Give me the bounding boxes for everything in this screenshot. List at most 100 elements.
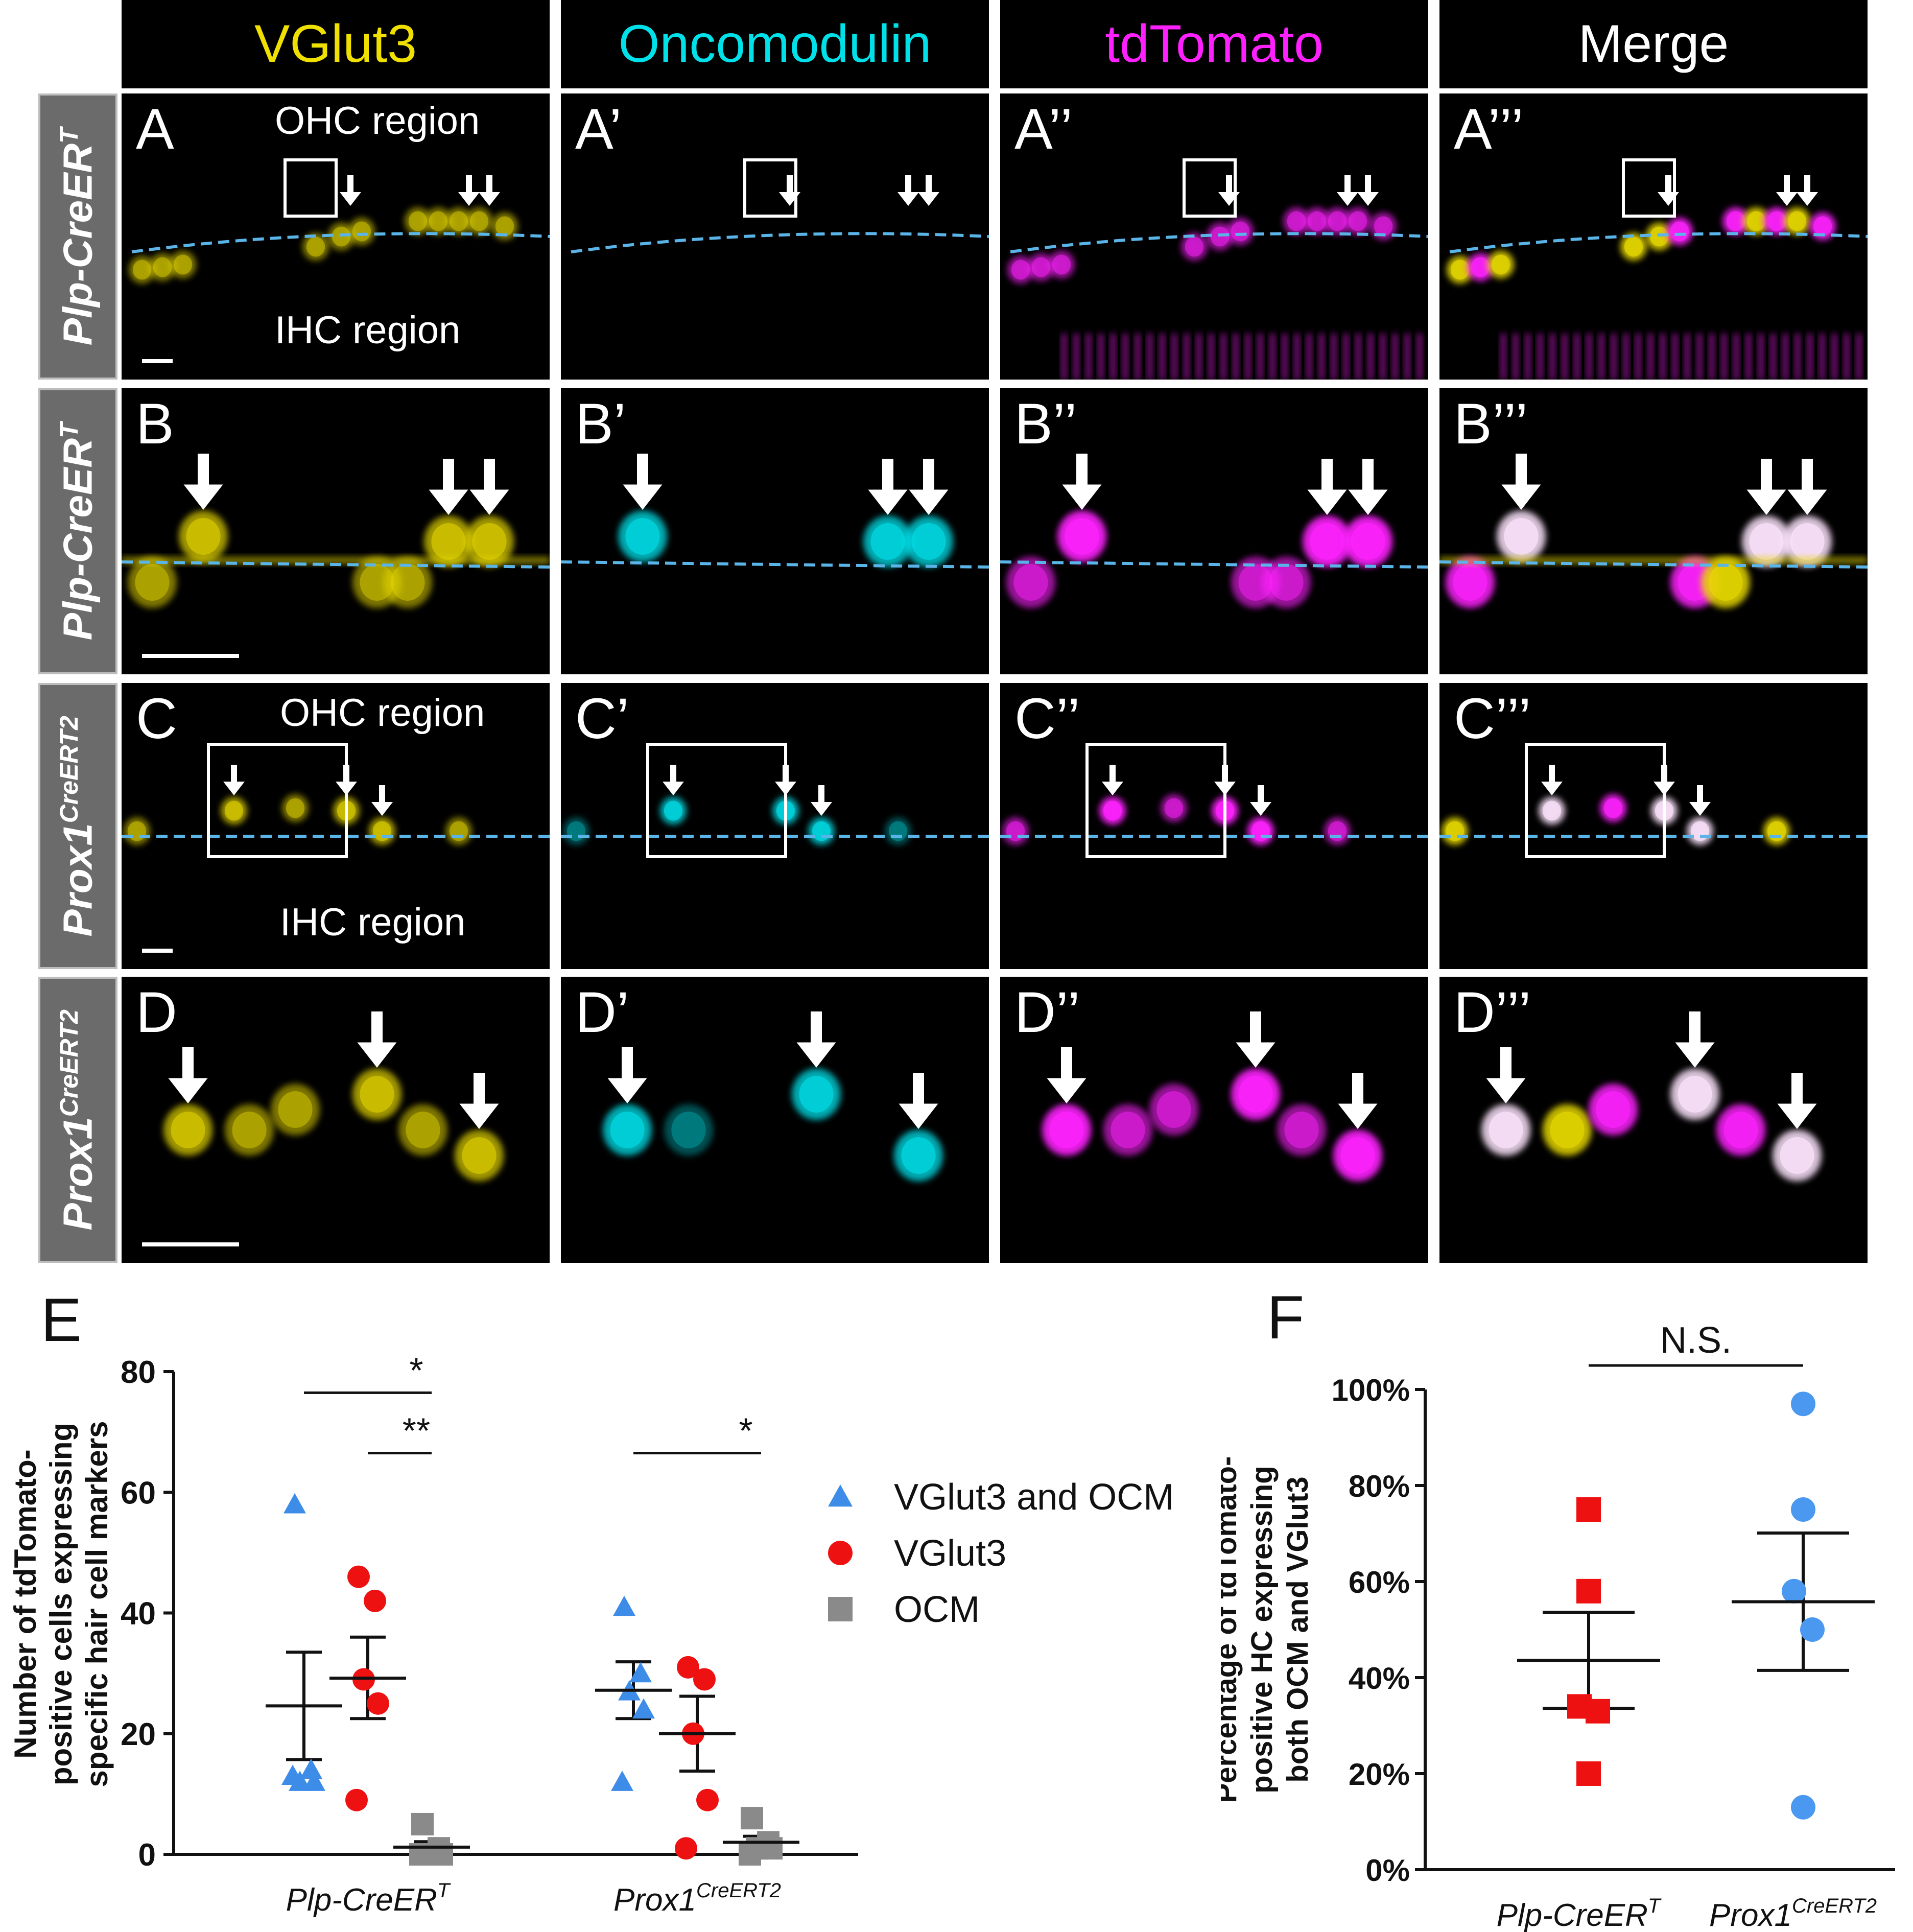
tdtomato-streak bbox=[1525, 334, 1530, 380]
cell-core bbox=[286, 798, 305, 818]
arrow-shaft bbox=[466, 175, 472, 194]
data-point bbox=[693, 1668, 716, 1691]
arrow-marker bbox=[779, 175, 800, 206]
arrow-marker bbox=[458, 175, 480, 206]
cell-body bbox=[563, 817, 589, 845]
arrow-head bbox=[183, 484, 223, 510]
cell-core bbox=[1489, 1112, 1523, 1148]
region-box bbox=[1085, 743, 1226, 858]
data-point bbox=[1800, 1617, 1825, 1642]
tdtomato-streak bbox=[1538, 334, 1543, 380]
data-point bbox=[1576, 1497, 1601, 1522]
arrow-marker bbox=[1357, 175, 1379, 206]
cell-core bbox=[1767, 211, 1786, 231]
tdtomato-streak bbox=[1086, 334, 1091, 380]
y-tick-label: 0% bbox=[1365, 1853, 1410, 1888]
arrow-shaft bbox=[926, 175, 932, 194]
cell-core bbox=[1624, 237, 1643, 257]
arrow-shaft bbox=[923, 459, 934, 492]
cell-body bbox=[1283, 207, 1310, 235]
cell-core bbox=[1542, 800, 1562, 821]
arrow-shaft bbox=[1661, 765, 1667, 783]
tdtomato-streak bbox=[1734, 334, 1739, 380]
arrow-head bbox=[1654, 782, 1675, 795]
row-label-text: Prox1 bbox=[55, 1116, 101, 1231]
arrow-head bbox=[623, 484, 663, 510]
panel-letter-f: F bbox=[1267, 1287, 1304, 1352]
panel-label: B’’’ bbox=[1454, 392, 1528, 456]
arrow-head bbox=[1541, 782, 1563, 795]
cell-core bbox=[1052, 254, 1071, 275]
row-label-sup: T bbox=[55, 127, 84, 144]
scale-bar bbox=[142, 949, 173, 953]
cell-core bbox=[1164, 798, 1184, 818]
arrow-head bbox=[1675, 1042, 1715, 1068]
panel-label: C’’ bbox=[1014, 687, 1080, 750]
tdtomato-streak bbox=[1770, 334, 1776, 380]
cell-body bbox=[1277, 1104, 1326, 1156]
x-category-label: Prox1CreERT2 bbox=[613, 1879, 781, 1918]
data-point bbox=[1791, 1392, 1815, 1417]
data-point bbox=[345, 1788, 368, 1811]
cell-core bbox=[1238, 1076, 1273, 1113]
panel-label: A’’’ bbox=[1454, 97, 1524, 161]
data-point bbox=[284, 1493, 306, 1514]
tdtomato-streak bbox=[1270, 334, 1275, 380]
tdtomato-streak bbox=[1746, 334, 1751, 380]
cell-body bbox=[1324, 817, 1351, 845]
cell-core bbox=[1156, 1091, 1191, 1128]
arrow-shaft bbox=[379, 785, 385, 804]
panel-label: A’’ bbox=[1014, 97, 1073, 161]
data-point bbox=[611, 1771, 633, 1791]
cell-body bbox=[1181, 232, 1208, 261]
cell-body bbox=[445, 817, 472, 845]
cell-body bbox=[1048, 250, 1075, 279]
arrow-shaft bbox=[787, 175, 793, 194]
arrow-marker bbox=[223, 765, 245, 795]
arrow-shaft bbox=[347, 175, 353, 194]
x-category-label: Prox1CreERT2 bbox=[1709, 1895, 1877, 1932]
arrow-shaft bbox=[443, 459, 454, 492]
tdtomato-streak bbox=[1807, 334, 1812, 380]
cell-core bbox=[1445, 821, 1465, 841]
border-dashed-line bbox=[1439, 560, 1868, 569]
cell-core bbox=[1450, 260, 1470, 280]
cell-body bbox=[1324, 207, 1351, 235]
tdtomato-streak bbox=[1672, 334, 1678, 380]
arrow-shaft bbox=[1689, 1011, 1701, 1045]
tdtomato-streak bbox=[1832, 334, 1837, 380]
panel-label: C bbox=[136, 687, 177, 750]
cell-core bbox=[1210, 226, 1230, 247]
cell-body bbox=[885, 817, 911, 845]
micrograph-canvas bbox=[142, 1011, 504, 1246]
tdtomato-streak bbox=[1147, 334, 1152, 380]
arrow-shaft bbox=[1250, 1011, 1261, 1045]
arrow-head bbox=[868, 489, 908, 515]
column-header-vglut3: VGlut3 bbox=[122, 0, 550, 88]
cell-core bbox=[171, 1112, 205, 1148]
micrograph-panel-vglut3: B bbox=[122, 388, 550, 674]
row-label-text: Plp-CreER bbox=[55, 143, 101, 346]
cell-core bbox=[1006, 821, 1025, 841]
arrow-head bbox=[899, 1103, 938, 1129]
panel-letter-e: E bbox=[41, 1287, 82, 1354]
tdtomato-streak bbox=[1501, 334, 1506, 380]
arrow-marker bbox=[1787, 459, 1827, 515]
cell-core bbox=[495, 216, 514, 237]
data-point bbox=[347, 1565, 370, 1588]
membrane-band bbox=[1439, 557, 1868, 564]
cell-core bbox=[135, 564, 170, 601]
arrow-head bbox=[1250, 802, 1271, 816]
arrow-shaft bbox=[1321, 459, 1333, 492]
arrow-shaft bbox=[1352, 1073, 1363, 1106]
micrograph-canvas bbox=[561, 454, 989, 569]
cell-core bbox=[431, 523, 466, 560]
arrow-shaft bbox=[1076, 454, 1088, 487]
arrow-head bbox=[775, 782, 796, 795]
significance-label: N.S. bbox=[1660, 1320, 1732, 1361]
cell-core bbox=[449, 211, 468, 231]
significance-label: * bbox=[739, 1410, 752, 1450]
arrow-marker bbox=[868, 459, 908, 515]
arrow-head bbox=[1658, 192, 1679, 206]
tdtomato-streak bbox=[1550, 334, 1555, 380]
